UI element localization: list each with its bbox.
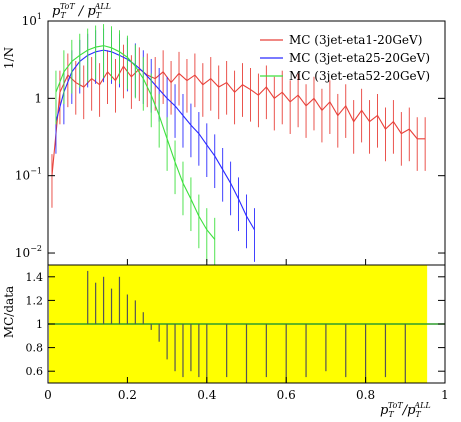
bottom-y-tick-label-2: 1 (36, 318, 43, 331)
legend-entry-eta25: MC (3jet-eta25-20GeV) (260, 51, 430, 65)
x-tick-label-2: 0.4 (197, 388, 216, 402)
x-axis-label: pTToT/pTALL (380, 401, 431, 419)
legend: MC (3jet-eta1-20GeV) MC (3jet-eta25-20Ge… (260, 33, 430, 83)
bottom-y-tick-label-4: 1.4 (26, 271, 44, 284)
x-tick-label-4: 0.8 (356, 388, 375, 402)
series-line-0 (51, 65, 426, 176)
legend-label-eta25: MC (3jet-eta25-20GeV) (289, 51, 430, 65)
legend-entry-eta52: MC (3jet-eta52-20GeV) (260, 69, 430, 83)
top-y-tick-label-3: 10−2 (15, 244, 42, 260)
chart-title: pTToT / pTALL (52, 2, 111, 20)
bottom-y-tick-label-1: 0.8 (26, 342, 44, 355)
axis-layer: 0 0.2 0.4 0.6 0.8 1 101 1 10−1 10−2 0.6 0.8 1 1.2 1.4 (15, 12, 449, 402)
bottom-y-tick-label-3: 1.2 (26, 294, 44, 307)
x-tick-label-1: 0.2 (118, 388, 137, 402)
y-axis-label-top: 1/N (2, 47, 16, 69)
top-y-tick-label-1: 1 (34, 91, 42, 105)
x-tick-label-0: 0 (44, 388, 52, 402)
x-tick-label-5: 1 (441, 388, 449, 402)
top-y-tick-label-0: 101 (22, 12, 42, 28)
bottom-y-tick-label-0: 0.6 (26, 365, 44, 378)
x-tick-label-3: 0.6 (277, 388, 296, 402)
legend-label-eta52: MC (3jet-eta52-20GeV) (289, 69, 430, 83)
ratio-layer (48, 265, 445, 383)
series-layer (51, 24, 426, 265)
legend-label-eta1: MC (3jet-eta1-20GeV) (289, 33, 422, 47)
legend-entry-eta1: MC (3jet-eta1-20GeV) (260, 33, 422, 47)
y-axis-label-bottom: MC/data (2, 286, 16, 338)
series-line-1 (55, 49, 255, 231)
top-y-tick-label-2: 10−1 (15, 167, 42, 183)
